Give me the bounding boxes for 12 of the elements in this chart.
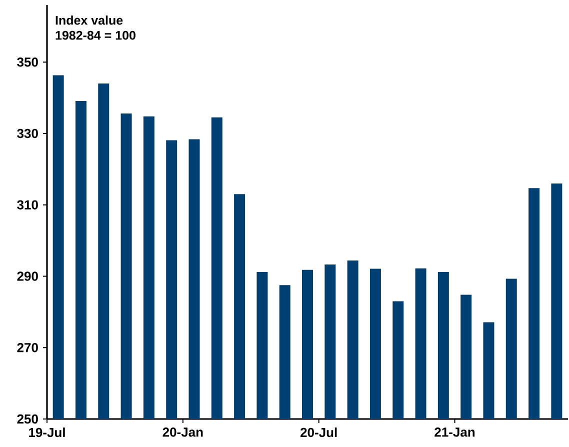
text: Index value (56, 16, 123, 25)
text: 1982-84 = 100 (56, 30, 136, 40)
y-tick-label: 330 (17, 128, 38, 138)
y-tick-label: 270 (17, 343, 38, 352)
y-tick-label: 290 (17, 272, 38, 281)
x-tick-label: 20-Jul (300, 428, 337, 438)
x-tick-label: 19-Jul (29, 428, 65, 438)
y-tick-label: 310 (17, 200, 38, 210)
x-tick-label: 21-Jan (434, 428, 475, 437)
y-tick-label: 250 (17, 414, 38, 424)
y-tick-label: 350 (17, 57, 38, 67)
x-tick-label: 20-Jan (162, 428, 203, 437)
